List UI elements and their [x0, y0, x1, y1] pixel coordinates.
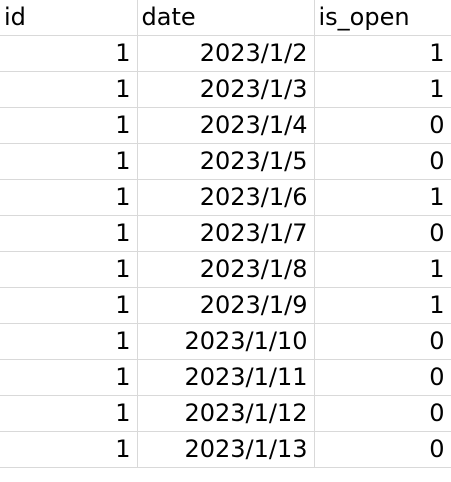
table-row: 1 2023/1/12 0 — [0, 395, 451, 432]
cell-date[interactable]: 2023/1/5 — [136, 143, 315, 180]
cell-date[interactable]: 2023/1/4 — [136, 107, 315, 144]
cell-is-open[interactable]: 0 — [313, 323, 451, 360]
table-row: 1 2023/1/2 1 — [0, 35, 451, 72]
cell-id[interactable]: 1 — [0, 359, 138, 396]
cell-id[interactable]: 1 — [0, 35, 138, 72]
cell-date[interactable]: 2023/1/9 — [136, 287, 315, 324]
cell-id[interactable]: 1 — [0, 215, 138, 252]
cell-date[interactable]: 2023/1/10 — [136, 323, 315, 360]
table-row: 1 2023/1/7 0 — [0, 215, 451, 252]
table-row: 1 2023/1/11 0 — [0, 359, 451, 396]
cell-id[interactable]: 1 — [0, 395, 138, 432]
cell-id[interactable]: 1 — [0, 251, 138, 288]
cell-id[interactable]: 1 — [0, 107, 138, 144]
cell-is-open[interactable]: 1 — [313, 287, 451, 324]
cell-date[interactable]: 2023/1/7 — [136, 215, 315, 252]
header-cell-date[interactable]: date — [136, 0, 315, 36]
cell-is-open[interactable]: 0 — [313, 107, 451, 144]
table-body: 1 2023/1/2 1 1 2023/1/3 1 1 2023/1/4 0 1… — [0, 35, 451, 468]
spreadsheet-grid: id date is_open 1 2023/1/2 1 1 2023/1/3 … — [0, 0, 451, 468]
cell-date[interactable]: 2023/1/11 — [136, 359, 315, 396]
cell-is-open[interactable]: 0 — [313, 359, 451, 396]
cell-is-open[interactable]: 1 — [313, 35, 451, 72]
cell-date[interactable]: 2023/1/13 — [136, 431, 315, 468]
cell-is-open[interactable]: 0 — [313, 215, 451, 252]
header-row: id date is_open — [0, 0, 451, 36]
table-row: 1 2023/1/10 0 — [0, 323, 451, 360]
header-cell-id[interactable]: id — [0, 0, 138, 36]
table-row: 1 2023/1/5 0 — [0, 143, 451, 180]
cell-is-open[interactable]: 0 — [313, 143, 451, 180]
cell-date[interactable]: 2023/1/12 — [136, 395, 315, 432]
cell-is-open[interactable]: 0 — [313, 395, 451, 432]
cell-id[interactable]: 1 — [0, 323, 138, 360]
cell-is-open[interactable]: 1 — [313, 179, 451, 216]
table-row: 1 2023/1/6 1 — [0, 179, 451, 216]
cell-id[interactable]: 1 — [0, 179, 138, 216]
cell-date[interactable]: 2023/1/6 — [136, 179, 315, 216]
table-row: 1 2023/1/9 1 — [0, 287, 451, 324]
table-row: 1 2023/1/3 1 — [0, 71, 451, 108]
cell-date[interactable]: 2023/1/2 — [136, 35, 315, 72]
cell-is-open[interactable]: 1 — [313, 251, 451, 288]
table-row: 1 2023/1/4 0 — [0, 107, 451, 144]
table-row: 1 2023/1/8 1 — [0, 251, 451, 288]
cell-date[interactable]: 2023/1/3 — [136, 71, 315, 108]
cell-id[interactable]: 1 — [0, 143, 138, 180]
cell-id[interactable]: 1 — [0, 431, 138, 468]
cell-date[interactable]: 2023/1/8 — [136, 251, 315, 288]
table-row: 1 2023/1/13 0 — [0, 431, 451, 468]
cell-id[interactable]: 1 — [0, 287, 138, 324]
cell-is-open[interactable]: 1 — [313, 71, 451, 108]
header-cell-is-open[interactable]: is_open — [313, 0, 451, 36]
cell-id[interactable]: 1 — [0, 71, 138, 108]
cell-is-open[interactable]: 0 — [313, 431, 451, 468]
